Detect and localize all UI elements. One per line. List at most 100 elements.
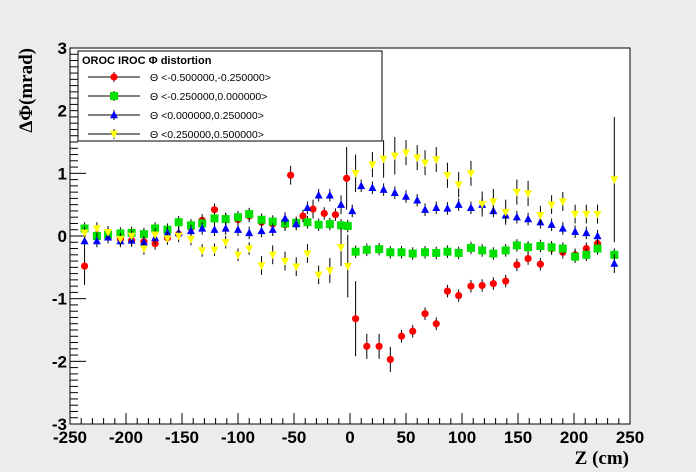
data-point (582, 250, 591, 259)
data-point (501, 246, 510, 255)
data-point (466, 243, 475, 252)
data-point (536, 242, 545, 251)
data-point (512, 241, 521, 250)
data-point (116, 235, 125, 244)
data-point (512, 212, 521, 221)
data-point (375, 342, 383, 350)
data-point (268, 225, 277, 233)
data-point (413, 195, 422, 204)
legend: OROC IROC Φ distortion Θ <-0.500000,-0.25… (77, 50, 383, 142)
data-point (571, 227, 580, 235)
y-tick-label: -3 (52, 415, 67, 434)
data-point (432, 320, 440, 328)
data-point (524, 243, 533, 252)
data-point (368, 161, 377, 169)
data-point (325, 267, 334, 275)
data-point (582, 228, 591, 237)
data-point (221, 215, 230, 224)
data-point (210, 246, 219, 255)
data-point (268, 217, 277, 226)
data-point (303, 203, 312, 211)
data-point (524, 254, 532, 263)
data-point (501, 208, 510, 217)
data-point (351, 170, 360, 178)
data-point (513, 261, 521, 269)
data-point (421, 159, 430, 168)
data-point (234, 251, 242, 260)
data-point (421, 205, 430, 213)
data-point (80, 262, 89, 270)
data-point (292, 219, 301, 228)
data-point (257, 215, 266, 224)
data-point (210, 206, 219, 214)
data-point (454, 200, 463, 208)
data-point (292, 263, 301, 272)
data-point (331, 211, 340, 219)
data-point (343, 221, 352, 230)
data-point (337, 244, 346, 252)
data-point (489, 198, 498, 206)
legend-entry-label: Θ <0.250000,0.500000> (150, 129, 264, 141)
data-point (281, 257, 290, 266)
y-axis-title: ΔΦ(mrad) (16, 48, 37, 133)
data-point (343, 262, 352, 271)
data-point (110, 110, 118, 119)
data-point (558, 198, 567, 206)
data-point (127, 232, 136, 241)
data-point (303, 250, 312, 258)
data-point (502, 277, 510, 285)
data-point (281, 214, 290, 222)
data-point (139, 237, 148, 246)
data-point (92, 225, 101, 233)
data-point (536, 212, 545, 220)
data-point (390, 152, 399, 161)
data-point (466, 203, 475, 211)
data-point (478, 281, 486, 290)
data-point (363, 342, 371, 350)
x-tick-label: 0 (345, 428, 354, 447)
data-point (443, 287, 452, 295)
data-point (174, 232, 183, 241)
data-point (257, 262, 266, 270)
data-point (454, 248, 463, 257)
data-point (343, 174, 351, 182)
data-point (379, 185, 388, 193)
data-point (467, 282, 475, 290)
data-point (443, 204, 452, 212)
y-tick-label: 0 (58, 227, 67, 246)
data-point (397, 248, 406, 257)
y-tick-label: 2 (58, 102, 67, 121)
data-point (234, 225, 242, 233)
data-point (390, 188, 399, 196)
data-point (362, 245, 371, 254)
data-point (210, 225, 219, 233)
data-point (186, 235, 195, 244)
data-point (314, 190, 323, 199)
data-point (314, 220, 323, 229)
y-tick-label: -1 (52, 290, 67, 309)
x-tick-label: 50 (397, 428, 416, 447)
data-point (402, 149, 410, 158)
data-point (489, 249, 498, 258)
data-point (443, 172, 452, 180)
data-point (92, 236, 101, 245)
axes: -250 -200 -150 -100 -50 0 50 100 150 200 250 -3 -2 -1… (52, 39, 644, 447)
data-point (245, 228, 254, 237)
data-point (582, 244, 590, 253)
data-point (455, 291, 463, 300)
data-point (80, 229, 89, 238)
data-point (186, 226, 195, 235)
data-point (379, 155, 388, 164)
x-tick-label: -50 (282, 428, 307, 447)
data-point (397, 332, 406, 340)
data-point (221, 224, 230, 232)
data-point (198, 247, 207, 255)
x-tick-label: -150 (165, 428, 199, 447)
legend-entry-label: Θ <-0.250000,0.000000> (150, 91, 267, 103)
data-point (309, 205, 317, 213)
legend-entry-label: Θ <0.000000,0.250000> (150, 110, 264, 122)
data-point (571, 252, 580, 261)
data-point (386, 248, 395, 257)
data-point (454, 181, 463, 190)
data-point (110, 92, 118, 100)
